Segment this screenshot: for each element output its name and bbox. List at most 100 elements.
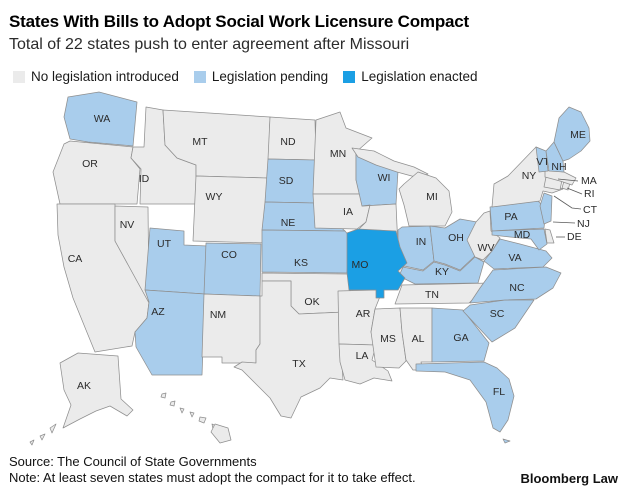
state-shape-hi bbox=[160, 392, 167, 399]
us-states-map: WA OR CA NV ID MT WY UT CO AZ NM ND SD NE KS OK TX MN IA AR… bbox=[29, 91, 598, 446]
state-label-id: ID bbox=[139, 173, 150, 185]
state-shape-tn bbox=[394, 282, 492, 305]
legend-item-enacted: Legislation enacted bbox=[343, 69, 478, 84]
state-shape-or bbox=[52, 140, 141, 205]
state-shape-md bbox=[491, 228, 548, 251]
state-shape-ak bbox=[29, 439, 35, 446]
state-shape-ak bbox=[39, 433, 46, 441]
state-shape-hi bbox=[169, 400, 176, 407]
state-nj bbox=[539, 192, 553, 225]
state-shape-wv bbox=[466, 210, 501, 261]
state-label-ia: IA bbox=[343, 206, 353, 218]
state-shape-hi bbox=[189, 411, 195, 418]
leader-line-nj bbox=[552, 221, 576, 224]
state-shape-fl bbox=[502, 438, 511, 444]
state-label-ri: RI bbox=[584, 188, 595, 200]
state-label-ct: CT bbox=[583, 204, 598, 216]
state-label-md: MD bbox=[514, 229, 531, 241]
state-label-ma: MA bbox=[581, 175, 597, 187]
state-shape-hi bbox=[179, 407, 185, 414]
state-label-ks: KS bbox=[294, 257, 308, 269]
state-label-pa: PA bbox=[504, 211, 517, 223]
legend-swatch-enacted bbox=[343, 70, 356, 83]
state-label-mi: MI bbox=[426, 191, 438, 203]
legend-item-none: No legislation introduced bbox=[13, 69, 179, 84]
state-label-me: ME bbox=[570, 129, 586, 141]
state-shape-mi bbox=[398, 171, 453, 227]
state-label-al: AL bbox=[412, 333, 425, 345]
state-label-la: LA bbox=[356, 350, 369, 362]
state-label-nc: NC bbox=[509, 282, 525, 294]
state-label-nm: NM bbox=[210, 309, 226, 321]
state-ga bbox=[431, 307, 490, 363]
state-shape-me bbox=[553, 106, 591, 162]
state-hi bbox=[160, 392, 232, 444]
state-me bbox=[553, 106, 591, 162]
state-or bbox=[52, 140, 141, 205]
state-label-oh: OH bbox=[448, 232, 464, 244]
source-line: Source: The Council of State Governments bbox=[9, 454, 257, 469]
state-label-sc: SC bbox=[490, 308, 505, 320]
state-label-nd: ND bbox=[280, 136, 296, 148]
legend-label: Legislation enacted bbox=[361, 69, 478, 84]
state-label-mn: MN bbox=[330, 148, 346, 160]
state-label-de: DE bbox=[567, 231, 582, 243]
state-nh bbox=[545, 141, 565, 173]
state-shape-wy bbox=[192, 175, 269, 244]
state-label-az: AZ bbox=[151, 306, 165, 318]
state-label-vt: VT bbox=[536, 156, 550, 168]
state-label-ut: UT bbox=[157, 238, 172, 250]
state-shape-ak bbox=[59, 352, 134, 429]
state-label-ca: CA bbox=[68, 253, 83, 265]
legend-item-pending: Legislation pending bbox=[193, 69, 328, 84]
state-shape-nh bbox=[545, 141, 565, 173]
state-ak bbox=[29, 352, 134, 446]
state-label-co: CO bbox=[221, 249, 237, 261]
state-label-nh: NH bbox=[551, 161, 566, 173]
legend-swatch-none bbox=[13, 70, 25, 83]
state-shape-nm bbox=[201, 293, 261, 364]
state-nc bbox=[469, 266, 562, 304]
state-label-nv: NV bbox=[120, 219, 135, 231]
state-vt bbox=[535, 146, 549, 173]
legend-label: No legislation introduced bbox=[31, 69, 179, 84]
state-shape-hi bbox=[198, 416, 207, 424]
legend: No legislation introduced Legislation pen… bbox=[13, 69, 493, 84]
state-fl bbox=[415, 361, 515, 444]
state-shape-vt bbox=[535, 146, 549, 173]
state-label-ak: AK bbox=[77, 380, 91, 392]
state-label-va: VA bbox=[508, 252, 521, 264]
state-shape-wa bbox=[63, 91, 138, 147]
leader-line-ri bbox=[566, 187, 583, 195]
state-wv bbox=[466, 210, 501, 261]
state-shape-nj bbox=[539, 192, 553, 225]
state-label-wa: WA bbox=[94, 113, 111, 125]
note-line: Note: At least seven states must adopt t… bbox=[9, 470, 416, 485]
state-nm bbox=[201, 293, 261, 364]
chart-title: States With Bills to Adopt Social Work L… bbox=[9, 12, 469, 31]
state-label-ne: NE bbox=[281, 217, 296, 229]
state-shape-hi bbox=[210, 423, 232, 444]
state-label-mt: MT bbox=[192, 136, 208, 148]
state-label-wy: WY bbox=[206, 191, 223, 203]
state-label-or: OR bbox=[82, 158, 98, 170]
state-shape-nc bbox=[469, 266, 562, 304]
state-label-wi: WI bbox=[378, 172, 391, 184]
state-de bbox=[544, 228, 555, 244]
state-label-ms: MS bbox=[380, 333, 396, 345]
state-shape-ak bbox=[49, 423, 57, 434]
state-label-ky: KY bbox=[435, 266, 449, 278]
state-label-ga: GA bbox=[453, 332, 468, 344]
state-mi bbox=[351, 147, 453, 227]
state-shape-ga bbox=[431, 307, 490, 363]
bloomberg-law-logo: Bloomberg Law bbox=[520, 471, 618, 486]
state-label-nj: NJ bbox=[577, 218, 590, 230]
chart-subtitle: Total of 22 states push to enter agreeme… bbox=[9, 36, 410, 53]
state-shape-mo bbox=[346, 228, 408, 299]
leader-line-ma bbox=[557, 178, 579, 182]
state-label-in: IN bbox=[416, 236, 427, 248]
state-shape-fl bbox=[415, 361, 515, 433]
state-label-ok: OK bbox=[304, 296, 319, 308]
state-label-ny: NY bbox=[522, 170, 537, 182]
state-label-mo: MO bbox=[352, 259, 369, 271]
